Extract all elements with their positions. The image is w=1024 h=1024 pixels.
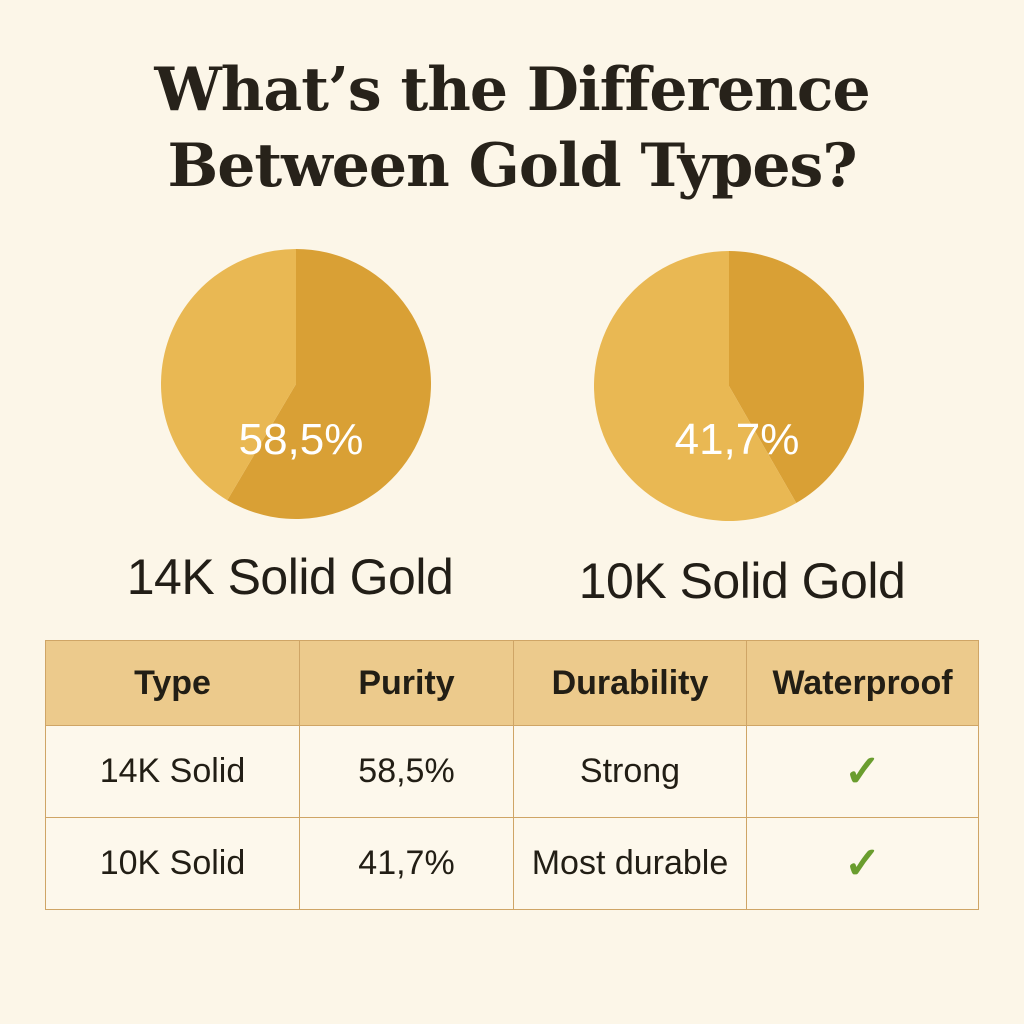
pie-label-14k: 14K Solid Gold [126, 549, 454, 605]
pie-chart-10k [593, 251, 864, 521]
pie-charts: 58,5% 41,7% [161, 249, 864, 521]
pie-slice-gold [227, 249, 431, 519]
cell-type: 10K Solid [45, 817, 300, 910]
header-waterproof: Waterproof [746, 640, 979, 726]
cell-durability: Strong [513, 725, 747, 818]
page-title: What’s the Difference Between Gold Types… [0, 52, 1024, 204]
table-row: 10K Solid 41,7% Most durable ✓ [45, 817, 979, 910]
table-header-row: Type Purity Durability Waterproof [45, 640, 979, 726]
pie-slice-other [161, 249, 296, 501]
cell-type: 14K Solid [45, 725, 300, 818]
cell-purity: 41,7% [299, 817, 514, 910]
header-durability: Durability [513, 640, 747, 726]
pie-value-label-14k: 58,5% [239, 415, 364, 464]
cell-purity: 58,5% [299, 725, 514, 818]
pie-value-label-10k: 41,7% [675, 415, 800, 464]
check-icon: ✓ [746, 725, 979, 818]
pie-chart-14k [161, 249, 431, 519]
title-line-1: What’s the Difference [154, 55, 870, 125]
header-purity: Purity [299, 640, 514, 726]
header-type: Type [45, 640, 300, 726]
table-row: 14K Solid 58,5% Strong ✓ [45, 725, 979, 818]
pie-slice-other [593, 251, 797, 521]
pie-label-10k: 10K Solid Gold [578, 553, 906, 609]
title-line-2: Between Gold Types? [167, 131, 858, 201]
cell-durability: Most durable [513, 817, 747, 910]
comparison-table: Type Purity Durability Waterproof 14K So… [45, 640, 979, 910]
pie-slice-gold [729, 251, 864, 504]
check-icon: ✓ [746, 817, 979, 910]
